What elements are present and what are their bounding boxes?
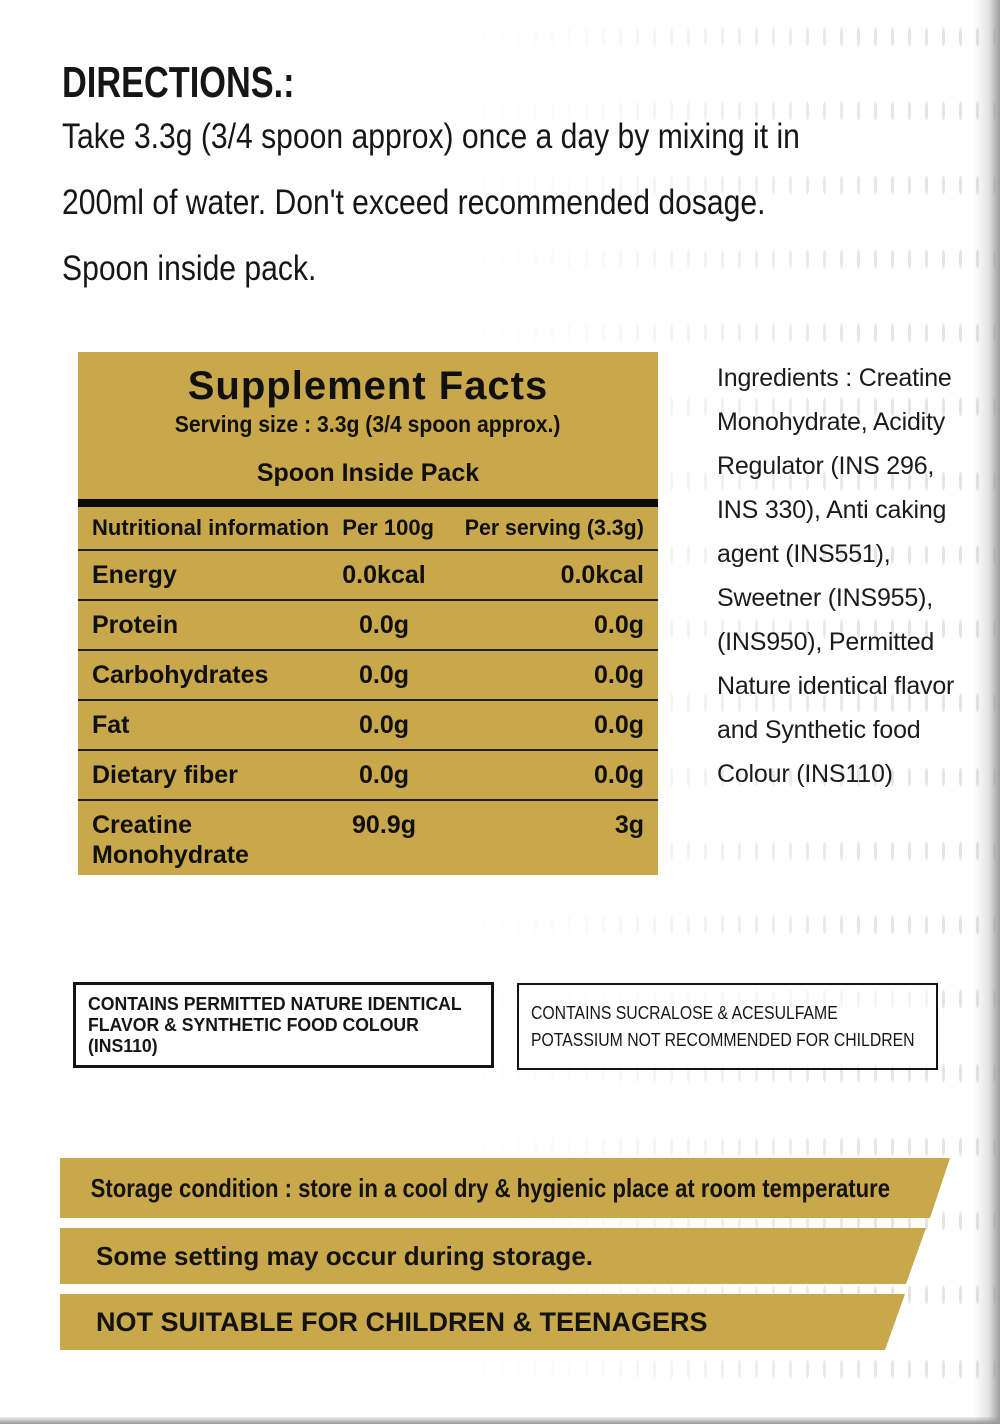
per-100g-value: 0.0g bbox=[358, 711, 410, 739]
table-row: Creatine Monohydrate 90.9g 3g bbox=[78, 799, 658, 875]
spoon-note-text: Spoon Inside Pack bbox=[256, 459, 480, 487]
table-row: Energy 0.0kcal 0.0kcal bbox=[78, 549, 658, 599]
per-serving-value: 0.0g bbox=[593, 711, 644, 739]
spoon-note-row: Spoon Inside Pack bbox=[78, 440, 658, 492]
notice-box-sweeteners: CONTAINS SUCRALOSE & ACESULFAME POTASSIU… bbox=[517, 983, 938, 1070]
settling-notice-banner: Some setting may occur during storage. bbox=[60, 1228, 926, 1284]
per-serving-value: 0.0g bbox=[593, 661, 644, 689]
not-suitable-text: NOT SUITABLE FOR CHILDREN & TEENAGERS bbox=[96, 1306, 708, 1337]
notice-box-sweeteners-text: CONTAINS SUCRALOSE & ACESULFAME POTASSIU… bbox=[531, 1003, 915, 1050]
nutrient-name: Dietary fiber bbox=[92, 761, 238, 789]
per-100g-value: 90.9g bbox=[352, 811, 416, 839]
not-suitable-banner: NOT SUITABLE FOR CHILDREN & TEENAGERS bbox=[60, 1294, 905, 1350]
notice-box-flavor-colour: CONTAINS PERMITTED NATURE IDENTICAL FLAV… bbox=[73, 982, 494, 1068]
directions-heading: DIRECTIONS.: bbox=[62, 58, 295, 107]
serving-size-row: Serving size : 3.3g (3/4 spoon approx.) bbox=[78, 408, 658, 440]
supplement-facts-title-row: Supplement Facts bbox=[78, 352, 658, 408]
per-100g-value: 0.0g bbox=[358, 661, 410, 689]
column-header-per-serving: Per serving (3.3g) bbox=[464, 515, 644, 540]
table-row: Carbohydrates 0.0g 0.0g bbox=[78, 649, 658, 699]
storage-condition-text: Storage condition : store in a cool dry … bbox=[90, 1172, 891, 1203]
storage-condition-banner: Storage condition : store in a cool dry … bbox=[60, 1158, 950, 1218]
column-header-nutritional-information: Nutritional information bbox=[92, 515, 330, 540]
text-line: 200ml of water. Don't exceed recommended… bbox=[62, 183, 766, 222]
text-line: Take 3.3g (3/4 spoon approx) once a day … bbox=[62, 117, 800, 156]
ingredients-text: Ingredients : Creatine Monohydrate, Acid… bbox=[717, 364, 955, 788]
supplement-facts-title: Supplement Facts bbox=[187, 364, 549, 408]
nutrient-name: Fat bbox=[92, 711, 130, 739]
text-line: Spoon inside pack. bbox=[62, 249, 317, 288]
per-serving-value: 3g bbox=[614, 811, 644, 839]
per-100g-value: 0.0g bbox=[358, 611, 410, 639]
nutrient-name: Carbohydrates bbox=[92, 661, 269, 689]
per-100g-value: 0.0kcal bbox=[342, 561, 426, 589]
per-serving-value: 0.0kcal bbox=[560, 561, 644, 589]
per-100g-value: 0.0g bbox=[358, 761, 410, 789]
nutrient-name: Energy bbox=[92, 561, 177, 589]
per-serving-value: 0.0g bbox=[593, 611, 644, 639]
table-row: Fat 0.0g 0.0g bbox=[78, 699, 658, 749]
table-row: Protein 0.0g 0.0g bbox=[78, 599, 658, 649]
nutrient-name: Creatine Monohydrate bbox=[92, 811, 249, 869]
settling-notice-text: Some setting may occur during storage. bbox=[96, 1240, 593, 1271]
notice-box-flavor-colour-text: CONTAINS PERMITTED NATURE IDENTICAL FLAV… bbox=[88, 994, 462, 1056]
per-serving-value: 0.0g bbox=[593, 761, 644, 789]
supplement-facts-panel: Supplement Facts Serving size : 3.3g (3/… bbox=[78, 352, 658, 875]
table-header-row: Nutritional information Per 100g Per ser… bbox=[78, 507, 658, 549]
bottom-edge-shadow bbox=[0, 1417, 1000, 1424]
serving-size-text: Serving size : 3.3g (3/4 spoon approx.) bbox=[175, 411, 561, 437]
nutrient-name: Protein bbox=[92, 611, 179, 639]
thick-divider-bar bbox=[78, 499, 658, 507]
directions-paragraph: Take 3.3g (3/4 spoon approx) once a day … bbox=[62, 104, 920, 302]
column-header-per-100g: Per 100g bbox=[342, 515, 434, 540]
right-edge-shadow bbox=[974, 0, 1000, 1424]
table-row: Dietary fiber 0.0g 0.0g bbox=[78, 749, 658, 799]
